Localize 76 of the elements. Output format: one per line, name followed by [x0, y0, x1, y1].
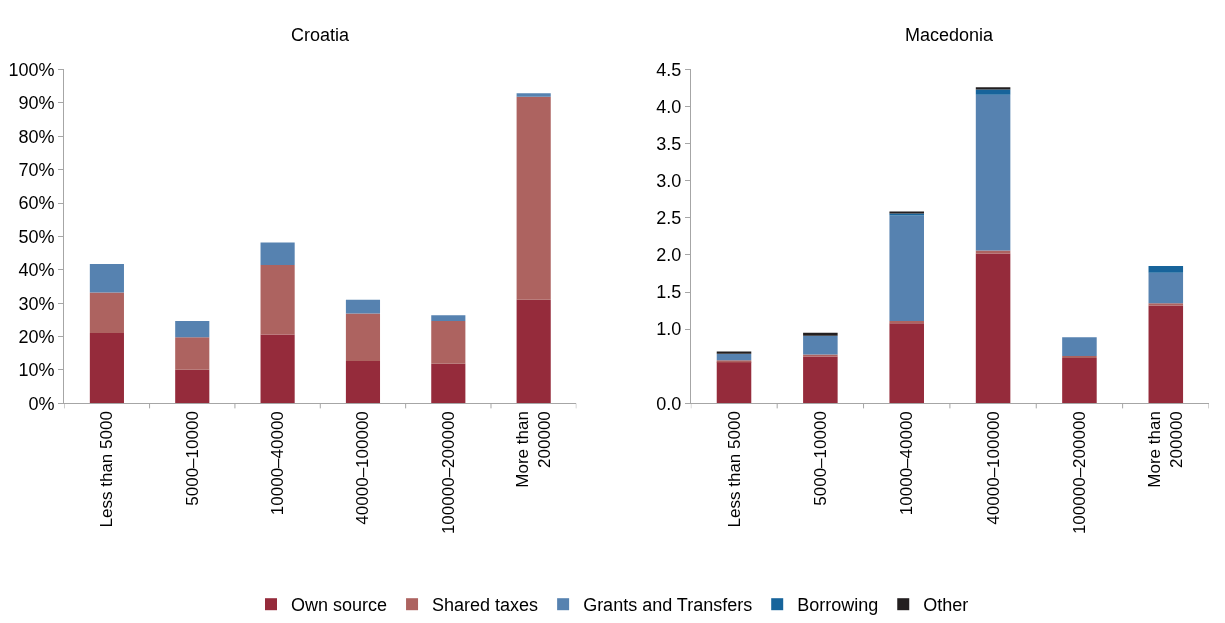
bar [889, 215, 924, 321]
bar [345, 360, 381, 404]
bar [431, 320, 466, 364]
bar [975, 253, 1011, 404]
bar [1148, 266, 1184, 273]
bar [260, 334, 295, 404]
bar [175, 337, 210, 370]
y-tick-label: 3.5 [656, 133, 682, 154]
y-tick-label: 50% [18, 226, 55, 247]
legend-label: Shared taxes [432, 595, 539, 616]
x-tick-label: 10000–40000 [897, 411, 917, 516]
y-tick-label: 1.5 [656, 282, 682, 303]
y-tick-label: 1.0 [656, 319, 682, 340]
bar [345, 299, 381, 314]
y-tick-label: 10% [18, 360, 55, 381]
x-tick-label: 100000–200000 [438, 411, 458, 535]
bar [716, 360, 752, 363]
bar [1148, 305, 1184, 404]
bar [89, 264, 124, 293]
bar [803, 335, 838, 355]
x-tick-label: Less than 5000 [97, 411, 117, 528]
y-tick-label: 70% [18, 159, 55, 180]
y-tick-label: 80% [18, 126, 55, 147]
bar [975, 94, 1011, 251]
chart-title: Croatia [291, 25, 351, 45]
bar [716, 361, 752, 404]
x-tick-label: 40000–100000 [353, 411, 373, 525]
bar [803, 332, 838, 336]
y-tick-label: 0.0 [656, 393, 682, 414]
bar [260, 242, 295, 266]
y-tick-label: 30% [18, 293, 55, 314]
y-tick-label: 90% [18, 93, 55, 114]
x-tick-label: 40000–100000 [983, 411, 1003, 525]
bar [260, 265, 295, 335]
legend-label: Other [923, 595, 969, 616]
bar [516, 96, 551, 300]
bar [1062, 355, 1097, 359]
bar [975, 89, 1011, 95]
bar [516, 299, 551, 404]
y-tick-label: 2.0 [656, 245, 682, 266]
bar [89, 292, 124, 333]
x-tick-label: 5000–10000 [810, 411, 830, 506]
x-tick-label: 100000–200000 [1069, 411, 1089, 535]
bar [1148, 272, 1184, 304]
legend-label: Own source [291, 595, 388, 616]
y-tick-label: 100% [8, 59, 55, 80]
x-tick-label: 5000–10000 [182, 411, 202, 506]
bar [803, 356, 838, 404]
y-tick-label: 4.5 [656, 59, 682, 80]
y-tick-label: 4.0 [656, 96, 682, 117]
bar [89, 332, 124, 404]
chart-title: Macedonia [905, 25, 995, 45]
y-tick-label: 20% [18, 326, 55, 347]
bar [1062, 337, 1097, 356]
y-tick-label: 60% [18, 193, 55, 214]
y-tick-label: 0% [28, 393, 55, 414]
bar [1062, 358, 1097, 404]
x-tick-label: Less than 5000 [724, 411, 744, 528]
legend-label: Borrowing [797, 595, 879, 616]
legend-label: Grants and Transfers [583, 595, 753, 616]
bar [175, 369, 210, 404]
x-tick-label: 10000–40000 [268, 411, 288, 516]
y-tick-label: 3.0 [656, 171, 682, 192]
y-tick-label: 2.5 [656, 208, 682, 229]
bar [716, 351, 752, 354]
bar [431, 315, 466, 321]
bar [175, 320, 210, 338]
bar [803, 354, 838, 357]
bar [516, 93, 551, 97]
bar [345, 313, 381, 361]
bar [889, 323, 924, 404]
x-tick-label: More than 200000 [513, 411, 555, 488]
bar [889, 321, 924, 324]
x-tick-label: More than 200000 [1145, 411, 1187, 488]
bar [431, 363, 466, 404]
y-tick-label: 40% [18, 260, 55, 281]
